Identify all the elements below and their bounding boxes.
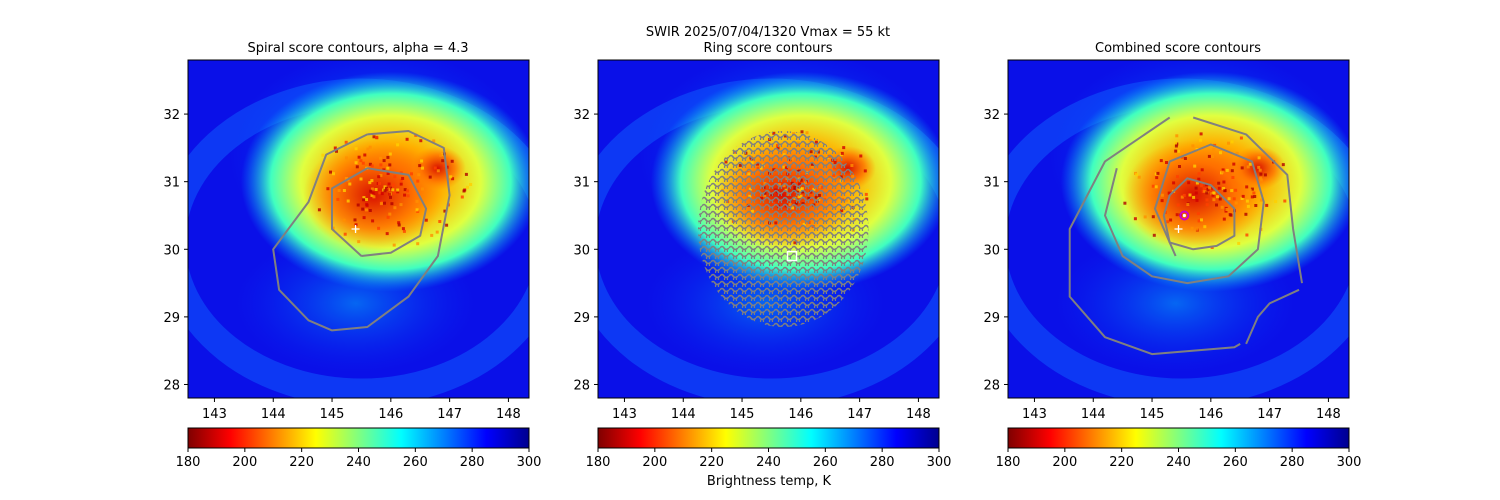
x-tick-label: 147 — [1257, 407, 1282, 422]
colorbar-label: Brightness temp, K — [707, 474, 832, 489]
y-tick-label: 29 — [573, 311, 590, 326]
storm-core-combined — [1123, 140, 1264, 251]
y-tick-label: 29 — [983, 311, 1000, 326]
y-tick-label: 29 — [163, 311, 180, 326]
y-tick-label: 28 — [573, 378, 590, 393]
colorbar-ring — [597, 427, 940, 449]
x-tick-label: 148 — [906, 407, 931, 422]
brightness-field-ring — [598, 60, 939, 398]
center-plus-marker-combined — [1174, 225, 1183, 233]
colorbar-tick-label: 260 — [403, 455, 428, 470]
colorbar-tick-label: 240 — [756, 455, 781, 470]
plot-area-ring: 143 144 145 146 147 148 28 29 30 31 32 180 200 220 240… — [573, 59, 952, 470]
x-tick-label: 147 — [847, 407, 872, 422]
colorbar-tick-label: 180 — [176, 455, 201, 470]
figure-suptitle: SWIR 2025/07/04/1320 Vmax = 55 kt — [646, 25, 890, 40]
contour-line-combined-4 — [1245, 288, 1300, 345]
y-tick-label: 30 — [163, 243, 180, 258]
y-tick-label: 30 — [573, 243, 590, 258]
colorbar-tick-label: 200 — [232, 455, 257, 470]
panel-title-ring: Ring score contours — [703, 41, 832, 56]
x-tick-label: 146 — [378, 407, 403, 422]
colorbar-tick-label: 220 — [699, 455, 724, 470]
y-tick-label: 31 — [163, 176, 180, 191]
x-tick-label: 147 — [437, 407, 462, 422]
colorbar-tick-label: 220 — [1109, 455, 1134, 470]
plot-area-combined: 143 144 145 146 147 148 28 29 30 31 32 180 200 220 240… — [983, 59, 1362, 470]
y-tick-label: 31 — [573, 176, 590, 191]
brightness-field-spiral — [188, 60, 529, 398]
colorbar-tick-label: 200 — [1052, 455, 1077, 470]
colorbar-tick-label: 280 — [460, 455, 485, 470]
plot-area-spiral: 143 144 145 146 147 148 28 29 30 31 32 180 200 220 240… — [163, 59, 542, 470]
colorbar-tick-label: 200 — [642, 455, 667, 470]
x-tick-label: 144 — [671, 407, 696, 422]
ring-contour-field — [697, 130, 869, 328]
panel-title-combined: Combined score contours — [1095, 41, 1261, 56]
x-tick-label: 144 — [261, 407, 286, 422]
x-tick-label: 146 — [788, 407, 813, 422]
ring-center-square-marker — [786, 250, 798, 262]
colorbar-combined — [1007, 427, 1350, 449]
y-tick-label: 28 — [983, 378, 1000, 393]
storm-core-east-spiral — [409, 146, 466, 191]
combined-center-circle-marker — [1179, 210, 1190, 221]
colorbar-tick-label: 280 — [1280, 455, 1305, 470]
x-tick-label: 143 — [612, 407, 637, 422]
colorbar-spiral — [187, 427, 530, 449]
colorbar-tick-label: 240 — [346, 455, 371, 470]
contour-line-combined-3 — [1192, 116, 1303, 284]
colorbar-tick-label: 260 — [1223, 455, 1248, 470]
contour-line-combined-1 — [1104, 143, 1265, 285]
y-tick-label: 32 — [163, 108, 180, 123]
x-tick-label: 148 — [496, 407, 521, 422]
panel-spiral: Spiral score contours, alpha = 4.3 143 14… — [163, 41, 542, 470]
center-plus-marker-spiral — [351, 225, 360, 233]
x-tick-label: 143 — [1022, 407, 1047, 422]
axes-frame-spiral — [187, 59, 530, 399]
contour-line-spiral-0 — [331, 167, 428, 257]
colorbar-tick-label: 300 — [927, 455, 952, 470]
x-tick-label: 144 — [1081, 407, 1106, 422]
contour-line-combined-0 — [1162, 177, 1236, 251]
contour-line-combined-2 — [1068, 116, 1241, 356]
x-tick-label: 145 — [320, 407, 345, 422]
y-tick-label: 31 — [983, 176, 1000, 191]
y-tick-label: 32 — [983, 108, 1000, 123]
panel-combined: Combined score contours 143 144 145 146 147 1… — [983, 41, 1362, 470]
contour-line-spiral-1 — [272, 130, 451, 332]
axes-frame-ring — [597, 59, 940, 399]
colorbar-tick-label: 280 — [870, 455, 895, 470]
y-tick-label: 32 — [573, 108, 590, 123]
x-tick-label: 145 — [1140, 407, 1165, 422]
y-tick-label: 30 — [983, 243, 1000, 258]
combined-center-dot — [1182, 213, 1186, 218]
colorbar-tick-label: 260 — [813, 455, 838, 470]
colorbar-tick-label: 240 — [1166, 455, 1191, 470]
x-tick-label: 143 — [202, 407, 227, 422]
y-tick-label: 28 — [163, 378, 180, 393]
x-tick-label: 146 — [1198, 407, 1223, 422]
colorbar-tick-label: 220 — [289, 455, 314, 470]
panel-title-spiral: Spiral score contours, alpha = 4.3 — [247, 41, 468, 56]
brightness-field-combined — [1008, 60, 1349, 398]
colorbar-tick-label: 300 — [1337, 455, 1362, 470]
colorbar-tick-label: 300 — [517, 455, 542, 470]
axes-frame-combined — [1007, 59, 1350, 399]
panel-ring: Ring score contours 143 144 145 146 147 148 28… — [573, 41, 952, 470]
colorbar-tick-label: 180 — [996, 455, 1021, 470]
colorbar-tick-label: 180 — [586, 455, 611, 470]
x-tick-label: 145 — [730, 407, 755, 422]
x-tick-label: 148 — [1316, 407, 1341, 422]
